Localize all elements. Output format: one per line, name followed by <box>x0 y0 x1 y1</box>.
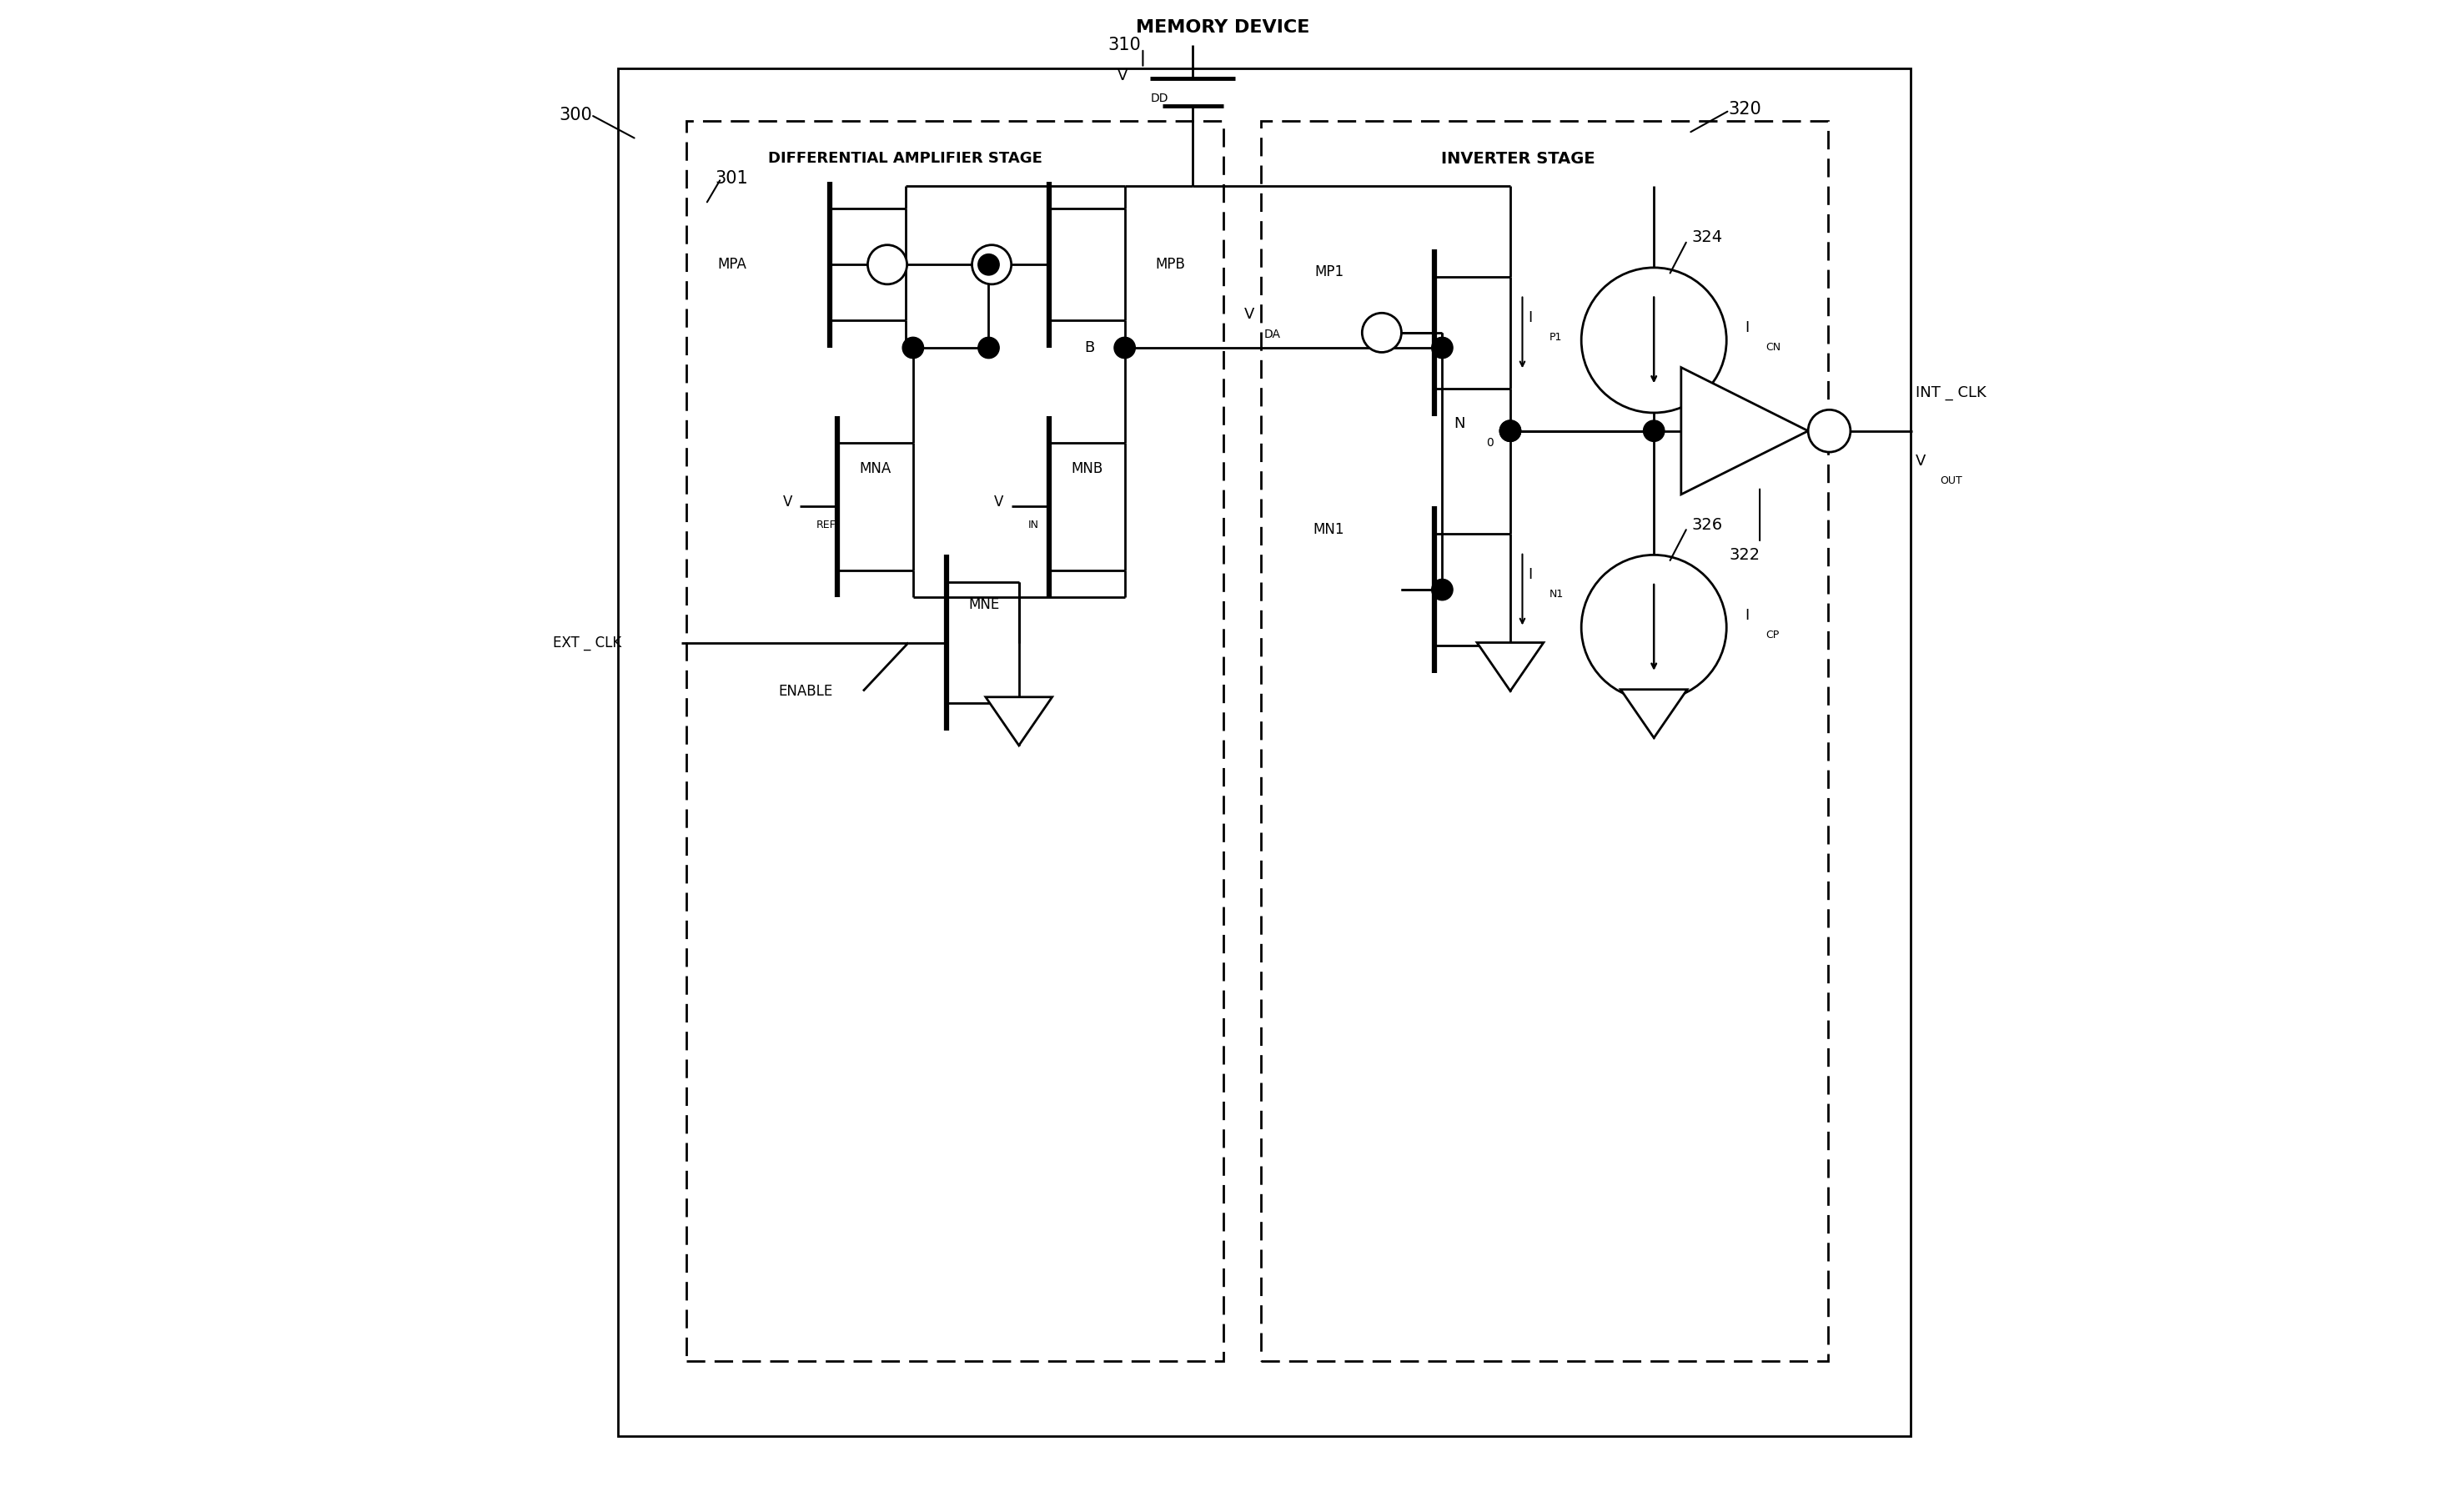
Circle shape <box>1499 420 1521 442</box>
Text: INVERTER STAGE: INVERTER STAGE <box>1441 151 1595 166</box>
Text: I: I <box>1529 567 1534 582</box>
Text: MNB: MNB <box>1071 461 1103 476</box>
Bar <box>687 121 1223 1361</box>
Circle shape <box>903 337 925 358</box>
Text: MP1: MP1 <box>1314 265 1343 280</box>
Bar <box>1260 121 1827 1361</box>
Text: 300: 300 <box>560 106 592 124</box>
Text: DIFFERENTIAL AMPLIFIER STAGE: DIFFERENTIAL AMPLIFIER STAGE <box>768 151 1042 166</box>
Text: 301: 301 <box>714 169 748 187</box>
Text: I: I <box>1529 310 1534 325</box>
Text: V: V <box>1915 454 1925 469</box>
Text: MPA: MPA <box>717 257 746 272</box>
Circle shape <box>978 337 1000 358</box>
Text: DD: DD <box>1150 92 1169 104</box>
Text: V: V <box>1245 307 1255 322</box>
Text: N1: N1 <box>1551 588 1563 600</box>
Text: V: V <box>783 494 793 510</box>
Text: MNE: MNE <box>969 597 1000 612</box>
Text: REF: REF <box>817 519 837 531</box>
Text: 0: 0 <box>1487 437 1495 449</box>
Circle shape <box>1362 313 1402 352</box>
Circle shape <box>868 245 907 284</box>
Circle shape <box>1113 337 1135 358</box>
Bar <box>619 68 1910 1436</box>
Circle shape <box>971 245 1010 284</box>
Text: 322: 322 <box>1729 547 1761 562</box>
Text: MNA: MNA <box>859 461 890 476</box>
Text: ENABLE: ENABLE <box>778 683 834 699</box>
Text: MPB: MPB <box>1155 257 1184 272</box>
Text: CN: CN <box>1766 342 1781 354</box>
Text: CP: CP <box>1766 629 1778 641</box>
Polygon shape <box>1680 367 1808 494</box>
Text: 326: 326 <box>1693 517 1722 532</box>
Circle shape <box>1431 579 1453 600</box>
Text: B: B <box>1084 340 1093 355</box>
Polygon shape <box>1622 689 1688 738</box>
Circle shape <box>1644 420 1663 442</box>
Text: 320: 320 <box>1727 100 1761 118</box>
Text: DA: DA <box>1265 328 1282 340</box>
Circle shape <box>978 254 1000 275</box>
Circle shape <box>1808 410 1852 452</box>
Text: I: I <box>1744 608 1749 623</box>
Text: EXT _ CLK: EXT _ CLK <box>553 635 621 650</box>
Polygon shape <box>986 697 1052 745</box>
Text: N: N <box>1453 416 1465 431</box>
Text: MN1: MN1 <box>1314 522 1343 537</box>
Circle shape <box>1580 555 1727 700</box>
Circle shape <box>1580 268 1727 413</box>
Text: I: I <box>1744 321 1749 336</box>
Circle shape <box>1431 337 1453 358</box>
Polygon shape <box>1477 643 1543 691</box>
Text: V: V <box>1118 68 1128 83</box>
Text: P1: P1 <box>1551 331 1563 343</box>
Text: IN: IN <box>1027 519 1040 531</box>
Text: INT _ CLK: INT _ CLK <box>1915 386 1986 401</box>
Circle shape <box>1499 420 1521 442</box>
Text: MEMORY DEVICE: MEMORY DEVICE <box>1135 18 1311 36</box>
Text: 310: 310 <box>1108 36 1142 54</box>
Text: 324: 324 <box>1693 230 1722 245</box>
Text: OUT: OUT <box>1940 475 1962 487</box>
Text: V: V <box>993 494 1003 510</box>
